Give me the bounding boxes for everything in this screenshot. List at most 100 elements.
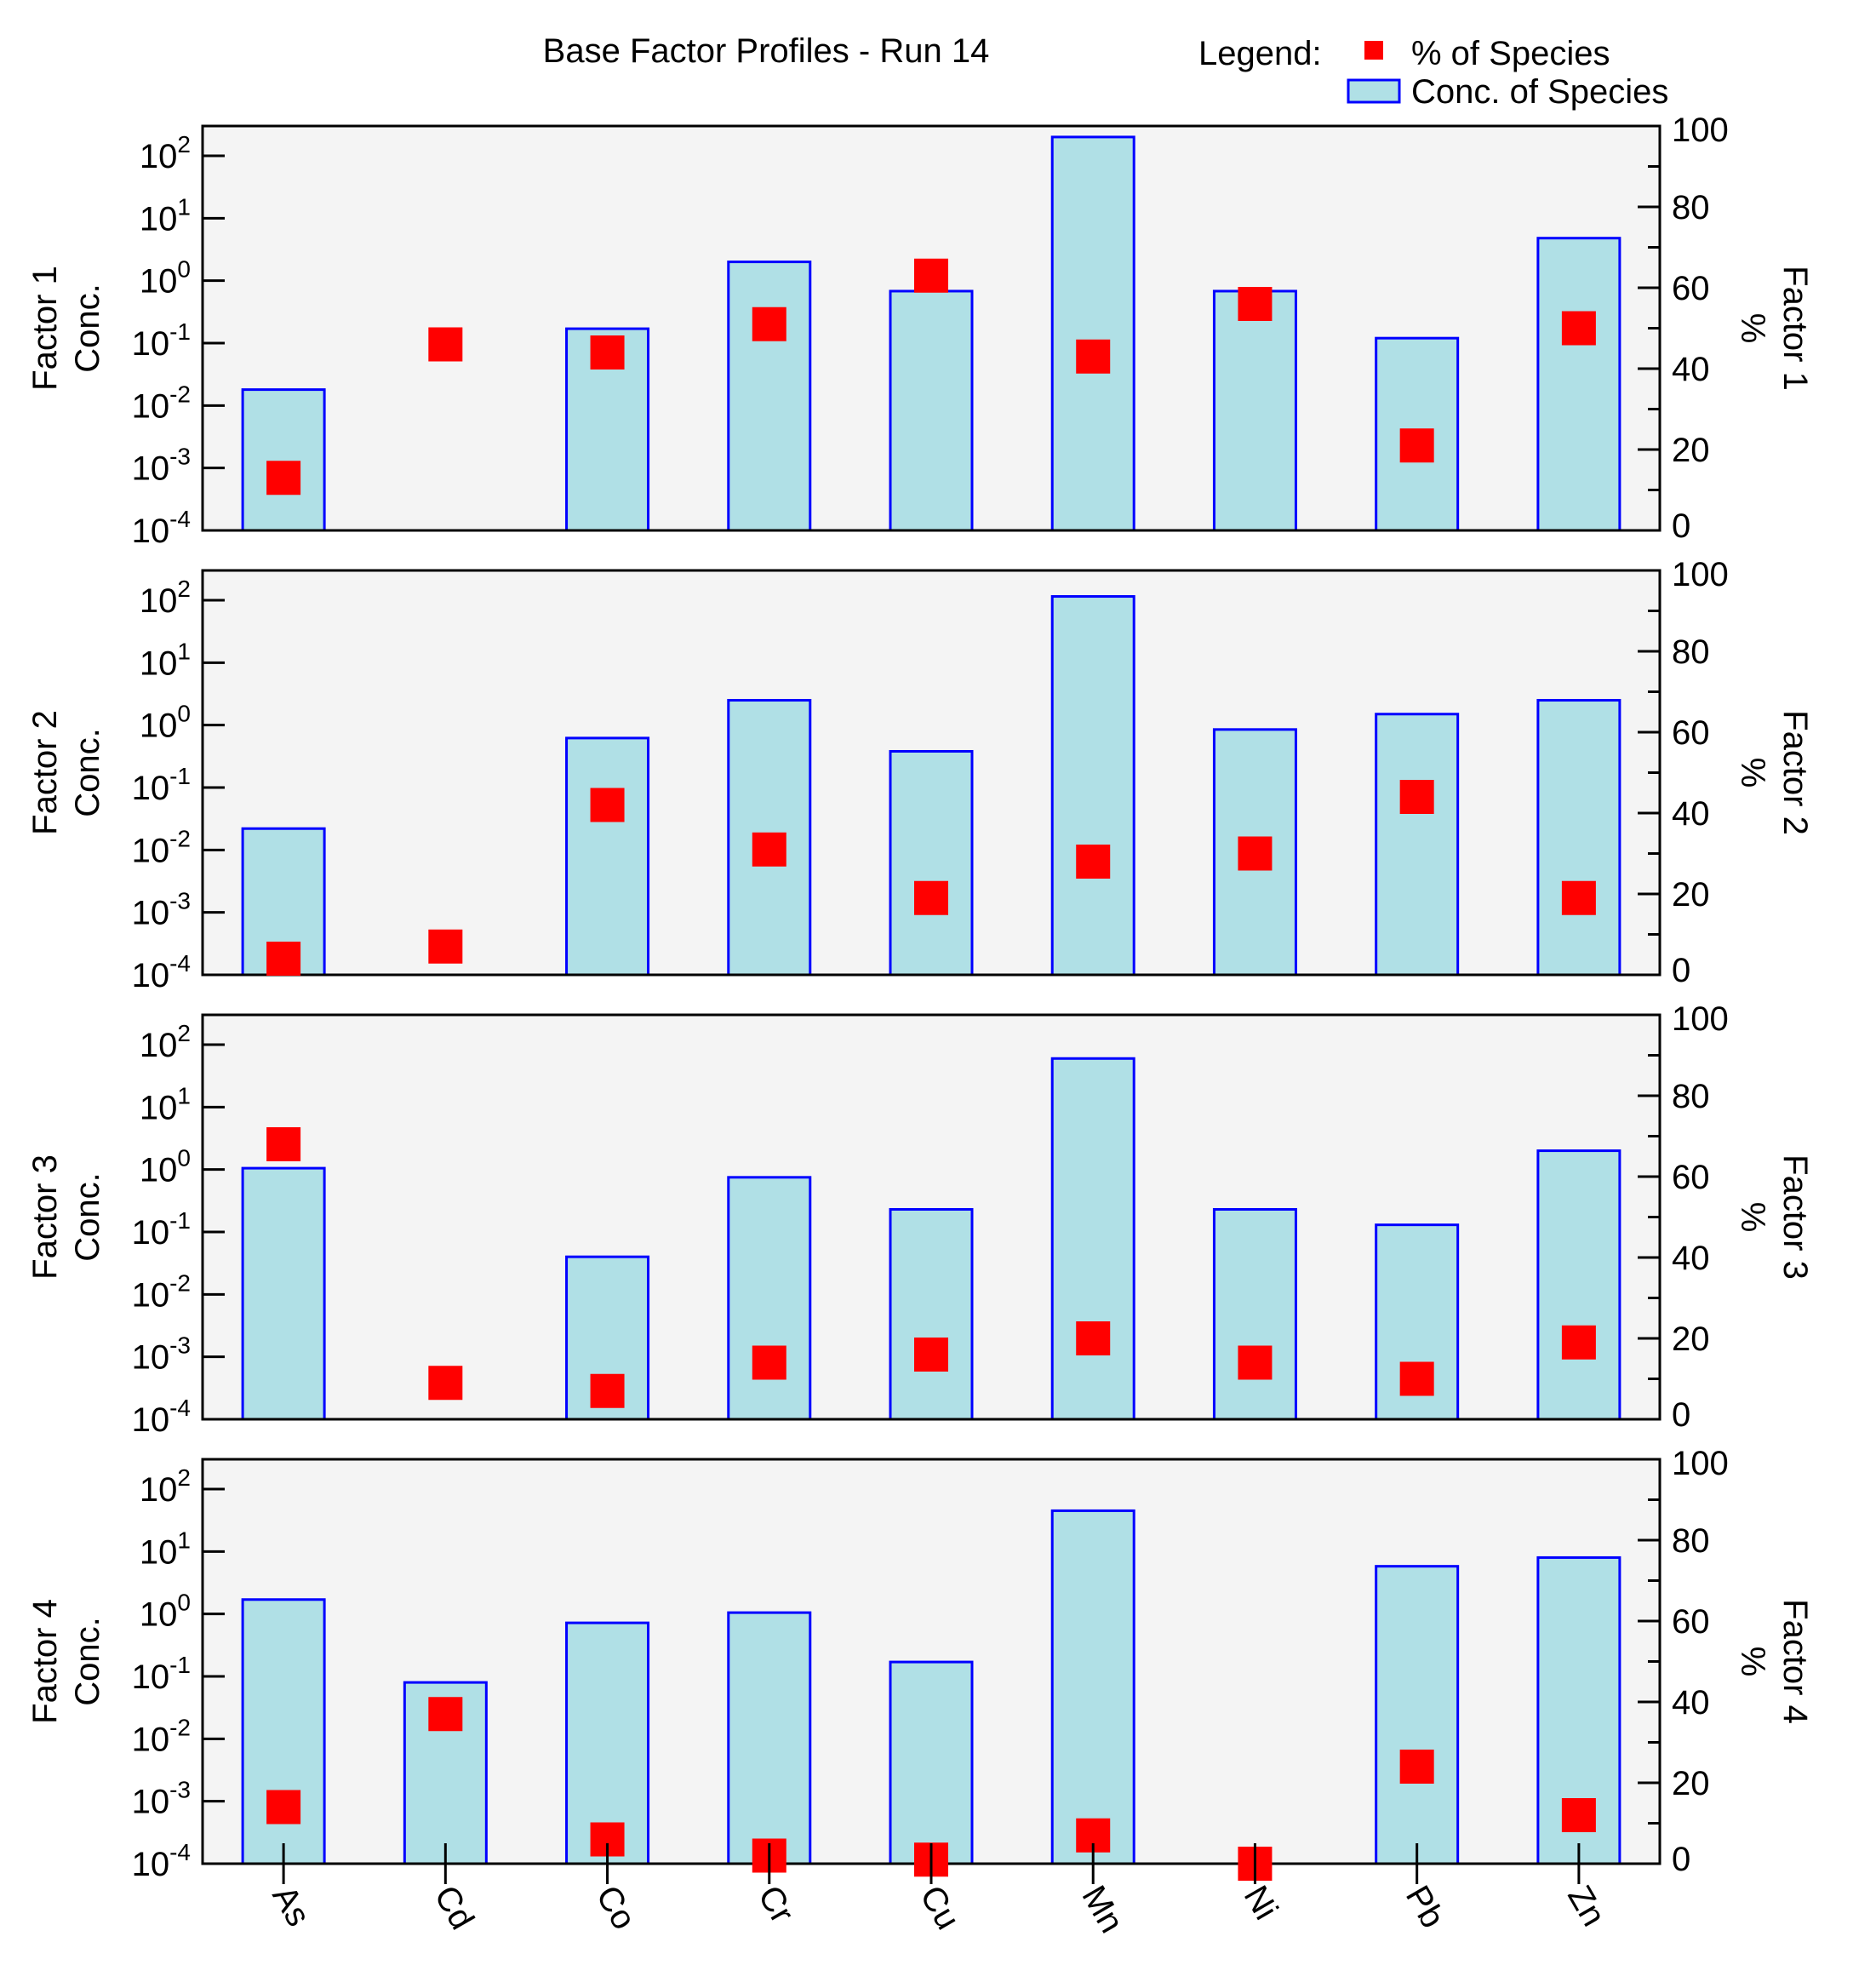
percent-marker-cu: [914, 258, 948, 293]
panel-factor-1: 102 101 100 10-1 10-2 10-3 10-4 0 20 40 60 80 100 Fac…: [26, 112, 1814, 550]
left-tick-label: 100: [140, 1590, 191, 1634]
conc-bar-ni: [1212, 1207, 1297, 1421]
percent-marker-pb: [1399, 428, 1434, 463]
conc-bar-cr: [727, 261, 812, 532]
legend-percent-marker: [1364, 41, 1383, 60]
panel-factor-2: 102 101 100 10-1 10-2 10-3 10-4 0 20 40 60 80 100 Fac…: [26, 556, 1814, 994]
chart-title: Base Factor Profiles - Run 14: [543, 32, 990, 70]
right-axis-percent-label: %: [1734, 1202, 1771, 1233]
right-axis-factor-label: Factor 1: [1776, 266, 1814, 391]
panel-factor-4: 102 101 100 10-1 10-2 10-3 10-4 0 20 40 60 80 100 Fac…: [26, 1445, 1814, 1883]
left-tick-label: 10-4: [132, 506, 191, 550]
conc-bar-mn: [1050, 135, 1135, 532]
right-tick-label: 100: [1672, 1000, 1729, 1038]
percent-marker-zn: [1561, 1325, 1596, 1360]
percent-marker-pb: [1399, 1361, 1434, 1396]
percent-marker-as: [266, 461, 301, 496]
left-tick-label: 102: [140, 576, 191, 620]
percent-marker-pb: [1399, 1750, 1434, 1784]
percent-marker-as: [266, 942, 301, 976]
conc-bar-cr: [727, 1176, 812, 1421]
percent-marker-co: [590, 788, 625, 822]
left-tick-label: 101: [140, 638, 191, 682]
conc-bar-co: [565, 736, 650, 977]
left-tick-label: 10-3: [132, 1777, 191, 1821]
left-axis-subtitle: Conc.: [69, 284, 106, 373]
conc-bar-cu: [889, 749, 974, 977]
x-tick-label-cu: Cu: [912, 1880, 967, 1936]
right-tick-label: 60: [1672, 714, 1710, 752]
right-axis-factor-label: Factor 4: [1776, 1599, 1814, 1724]
x-tick-label-ni: Ni: [1237, 1880, 1285, 1927]
left-axis-title: Factor 2: [26, 710, 64, 835]
right-axis-percent-label: %: [1734, 313, 1771, 344]
x-tick-label-cr: Cr: [751, 1880, 801, 1930]
left-tick-label: 10-1: [132, 1652, 191, 1696]
percent-marker-ni: [1238, 287, 1273, 321]
left-tick-label: 10-3: [132, 444, 191, 488]
panels: 102 101 100 10-1 10-2 10-3 10-4 0 20 40 60 80 100 Fac…: [26, 112, 1814, 1883]
percent-marker-cd: [428, 327, 463, 362]
percent-marker-cr: [752, 1345, 786, 1380]
left-tick-label: 102: [140, 131, 191, 175]
right-tick-label: 60: [1672, 270, 1710, 307]
conc-bar-mn: [1050, 1057, 1135, 1421]
left-axis-title: Factor 1: [26, 266, 64, 391]
right-tick-label: 20: [1672, 876, 1710, 914]
left-tick-label: 102: [140, 1464, 191, 1509]
left-tick-label: 10-1: [132, 318, 191, 363]
legend-conc-marker: [1347, 78, 1401, 104]
left-tick-label: 10-2: [132, 1269, 191, 1314]
left-tick-label: 101: [140, 1082, 191, 1126]
legend-label: Legend:: [1198, 35, 1322, 72]
percent-marker-cr: [752, 306, 786, 341]
left-axis-subtitle: Conc.: [69, 1172, 106, 1262]
percent-marker-cu: [914, 880, 948, 915]
panel-factor-3: 102 101 100 10-1 10-2 10-3 10-4 0 20 40 60 80 100 Fac…: [26, 1000, 1814, 1439]
right-tick-label: 20: [1672, 432, 1710, 469]
right-tick-label: 60: [1672, 1159, 1710, 1196]
right-tick-label: 40: [1672, 1684, 1710, 1722]
right-axis-factor-label: Factor 3: [1776, 1154, 1814, 1280]
percent-marker-zn: [1561, 880, 1596, 915]
left-tick-label: 100: [140, 256, 191, 301]
conc-bar-cu: [889, 289, 974, 532]
left-tick-label: 10-2: [132, 381, 191, 425]
right-tick-label: 0: [1672, 507, 1690, 545]
legend: Legend: % of Species Conc. of Species: [1198, 35, 1668, 111]
percent-marker-zn: [1561, 1798, 1596, 1832]
legend-percent-label: % of Species: [1411, 35, 1610, 72]
percent-marker-ni: [1238, 1345, 1273, 1380]
conc-bar-ni: [1212, 289, 1297, 532]
percent-marker-mn: [1076, 845, 1111, 879]
x-tick-label-co: Co: [589, 1880, 643, 1936]
percent-marker-cd: [428, 1697, 463, 1732]
right-tick-label: 40: [1672, 795, 1710, 833]
right-tick-label: 80: [1672, 1522, 1710, 1560]
right-axis-percent-label: %: [1734, 1647, 1771, 1677]
percent-marker-mn: [1076, 1321, 1111, 1355]
left-tick-label: 102: [140, 1020, 191, 1064]
conc-bar-pb: [1375, 1565, 1460, 1865]
left-tick-label: 10-4: [132, 1839, 191, 1883]
right-tick-label: 60: [1672, 1603, 1710, 1641]
left-tick-label: 100: [140, 701, 191, 745]
right-tick-label: 0: [1672, 1841, 1690, 1878]
left-tick-label: 10-4: [132, 950, 191, 994]
left-tick-label: 10-2: [132, 1714, 191, 1758]
x-tick-label-pb: Pb: [1398, 1880, 1452, 1934]
left-tick-label: 10-3: [132, 1332, 191, 1377]
right-tick-label: 40: [1672, 351, 1710, 388]
percent-marker-mn: [1076, 339, 1111, 374]
right-tick-label: 80: [1672, 1078, 1710, 1115]
conc-bar-zn: [1536, 237, 1621, 532]
percent-marker-as: [266, 1790, 301, 1825]
right-tick-label: 40: [1672, 1240, 1710, 1277]
right-axis-factor-label: Factor 2: [1776, 710, 1814, 835]
percent-marker-co: [590, 335, 625, 370]
x-tick-label-cd: Cd: [427, 1880, 482, 1936]
legend-conc-label: Conc. of Species: [1411, 73, 1668, 111]
right-tick-label: 0: [1672, 952, 1690, 989]
left-tick-label: 10-1: [132, 1207, 191, 1252]
percent-marker-cr: [752, 832, 786, 867]
